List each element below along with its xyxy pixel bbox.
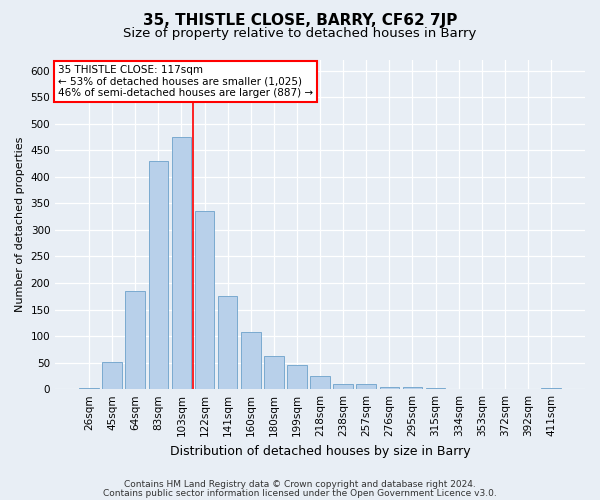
Bar [195, 212, 214, 389]
Bar [518, 388, 538, 389]
Bar [218, 296, 238, 389]
Bar [403, 387, 422, 389]
Bar [380, 386, 399, 389]
Text: Size of property relative to detached houses in Barry: Size of property relative to detached ho… [124, 28, 476, 40]
Text: 35, THISTLE CLOSE, BARRY, CF62 7JP: 35, THISTLE CLOSE, BARRY, CF62 7JP [143, 12, 457, 28]
Bar [426, 388, 445, 389]
Bar [287, 365, 307, 389]
Bar [449, 388, 469, 389]
Text: Contains public sector information licensed under the Open Government Licence v3: Contains public sector information licen… [103, 488, 497, 498]
Bar [334, 384, 353, 389]
Bar [356, 384, 376, 389]
Bar [495, 388, 515, 389]
Bar [125, 291, 145, 389]
Bar [241, 332, 260, 389]
Bar [472, 388, 491, 389]
X-axis label: Distribution of detached houses by size in Barry: Distribution of detached houses by size … [170, 444, 470, 458]
Bar [541, 388, 561, 389]
Bar [172, 137, 191, 389]
Text: 35 THISTLE CLOSE: 117sqm
← 53% of detached houses are smaller (1,025)
46% of sem: 35 THISTLE CLOSE: 117sqm ← 53% of detach… [58, 65, 313, 98]
Bar [103, 362, 122, 389]
Text: Contains HM Land Registry data © Crown copyright and database right 2024.: Contains HM Land Registry data © Crown c… [124, 480, 476, 489]
Y-axis label: Number of detached properties: Number of detached properties [15, 137, 25, 312]
Bar [79, 388, 99, 389]
Bar [149, 161, 168, 389]
Bar [310, 376, 330, 389]
Bar [264, 356, 284, 389]
